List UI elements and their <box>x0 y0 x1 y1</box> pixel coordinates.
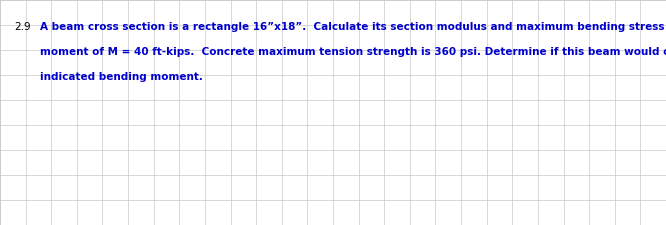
Text: 2.9: 2.9 <box>14 22 31 32</box>
Text: moment of M = 40 ft-kips.  Concrete maximum tension strength is 360 psi. Determi: moment of M = 40 ft-kips. Concrete maxim… <box>40 47 666 57</box>
Text: A beam cross section is a rectangle 16”x18”.  Calculate its section modulus and : A beam cross section is a rectangle 16”x… <box>40 22 666 32</box>
Text: indicated bending moment.: indicated bending moment. <box>40 72 203 82</box>
